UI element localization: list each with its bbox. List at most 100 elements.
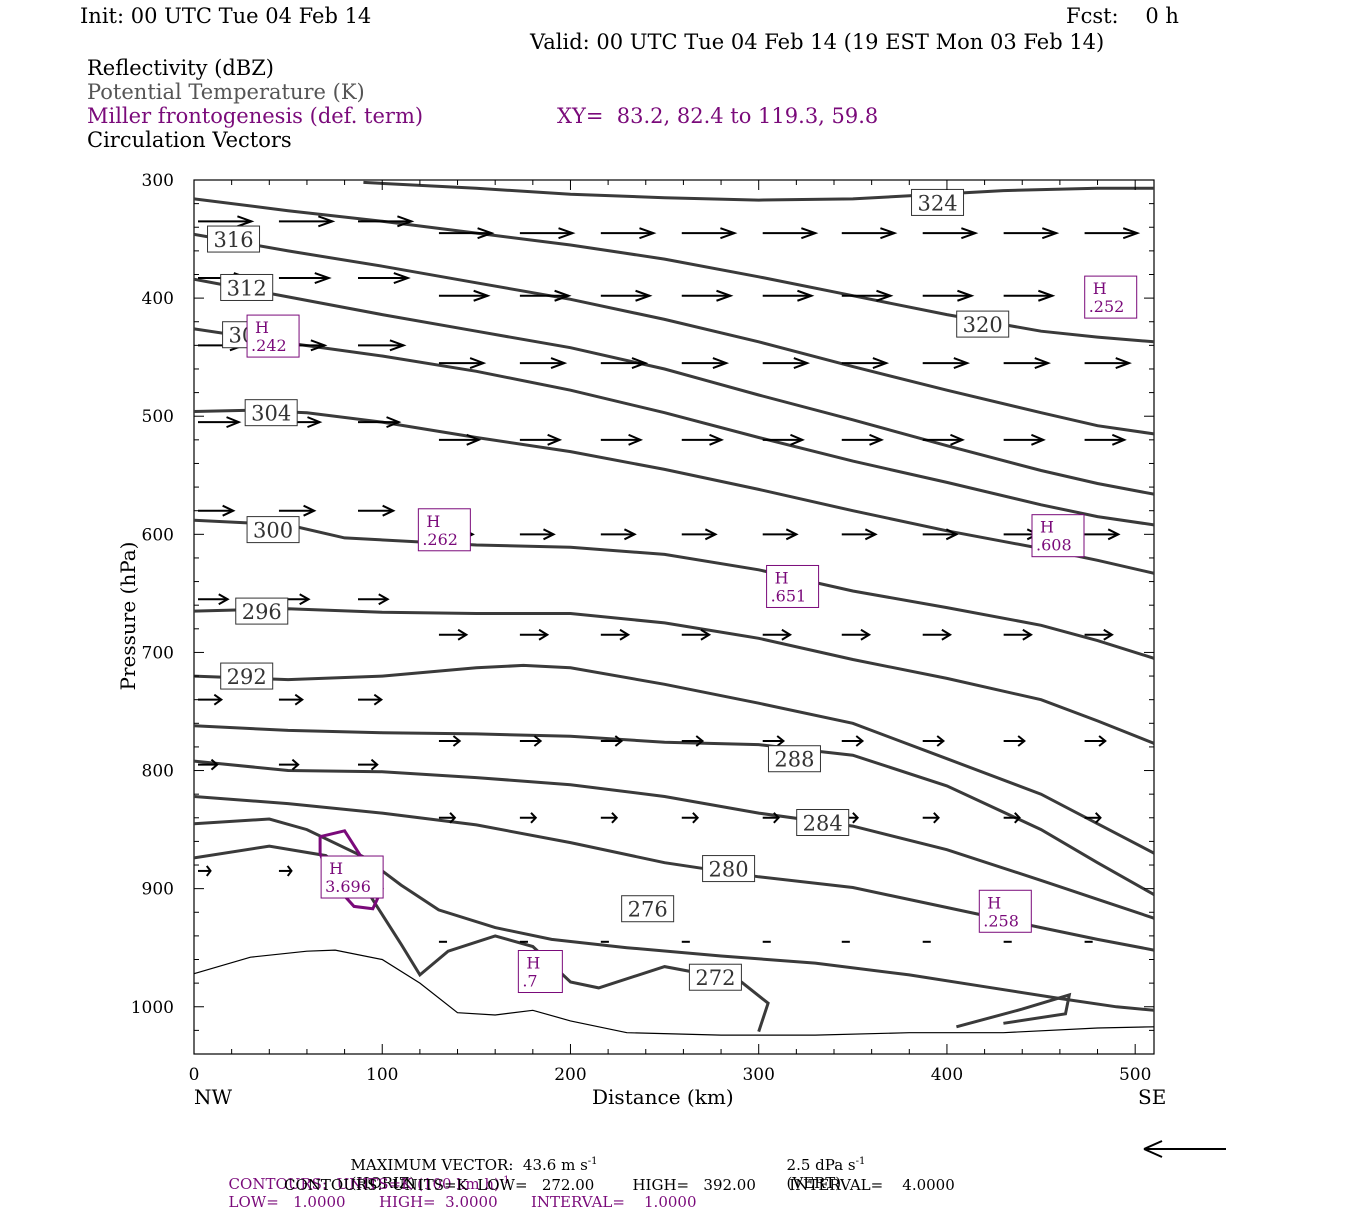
theta-label: 304: [251, 402, 291, 426]
circulation-vector: [922, 628, 953, 641]
circulation-vector: [1003, 735, 1026, 747]
theta-label: 312: [227, 276, 267, 300]
circulation-vector: [762, 289, 815, 302]
frontogenesis-contour-units: CONTOURS: UNITS=K (100 km h): [228, 1175, 500, 1193]
vector-head: [1094, 812, 1102, 824]
vector-head: [704, 528, 718, 541]
circulation-vector: [922, 528, 959, 541]
vector-head: [294, 693, 304, 706]
circulation-vector: [278, 272, 332, 284]
circulation-vector: [681, 528, 718, 541]
y-tick-label: 300: [142, 171, 174, 191]
frontogenesis-high-value: .242: [251, 336, 287, 355]
circulation-vector: [1084, 812, 1102, 824]
circulation-vector: [841, 357, 890, 370]
vector-head: [213, 693, 224, 706]
theta-label-box: [207, 225, 261, 253]
vector-head: [953, 357, 971, 370]
circulation-vector: [278, 693, 304, 706]
vector-head: [291, 758, 300, 771]
theta-label: 300: [253, 519, 293, 543]
vector-head: [550, 357, 568, 370]
vector-head: [773, 812, 780, 824]
circulation-vector: [438, 289, 491, 302]
circulation-vector: [198, 758, 219, 771]
frontogenesis-high-box: [978, 889, 1032, 933]
vector-head: [237, 215, 255, 228]
vector-head: [700, 628, 712, 641]
vector-head: [1014, 812, 1021, 824]
frontogenesis-high-box: [1031, 514, 1085, 558]
vector-head: [619, 628, 631, 641]
vector-head: [692, 812, 700, 824]
circulation-vector: [681, 735, 705, 747]
frontogenesis-high-box: [1084, 275, 1138, 319]
vector-head: [1111, 433, 1127, 446]
vector-head: [611, 812, 619, 824]
circulation-vector: [358, 272, 411, 284]
theta-contour-276: [194, 817, 1154, 1012]
x-axis-left-label: NW: [194, 1085, 233, 1109]
vector-head: [477, 227, 495, 240]
vector-head: [801, 227, 819, 240]
frontogenesis-high-letter: H: [775, 568, 789, 587]
circulation-vector: [519, 628, 550, 641]
theta-contour-284: [194, 759, 1154, 920]
vector-head: [473, 289, 491, 302]
theta-label: 288: [774, 748, 814, 772]
x-tick-label: 300: [742, 1065, 774, 1085]
frontogenesis-high-box: [517, 950, 563, 994]
theta-label-box: [220, 662, 274, 690]
circulation-vector: [438, 227, 495, 240]
max-vector-vert-sup: -1: [855, 1156, 866, 1167]
circulation-vector: [198, 693, 224, 706]
theta-label: 296: [242, 600, 282, 624]
vector-head: [1031, 433, 1046, 446]
circulation-vector: [1084, 433, 1127, 446]
theta-label: 280: [709, 858, 749, 882]
theta-label-box: [911, 188, 965, 216]
vector-head: [318, 215, 336, 228]
vector-head: [855, 735, 865, 747]
y-tick-label: 500: [142, 407, 174, 427]
vector-head: [303, 504, 317, 517]
vector-head: [635, 289, 653, 302]
vector-head: [310, 339, 328, 352]
vector-head: [386, 416, 402, 429]
circulation-vector: [519, 528, 556, 541]
vector-head: [1022, 628, 1033, 641]
vector-head: [797, 289, 815, 302]
x-axis-title: Distance (km): [592, 1085, 734, 1109]
vector-head: [869, 433, 885, 446]
frontogenesis-contour-range: LOW= 1.0000 HIGH= 3.0000 INTERVAL= 1.000…: [228, 1193, 697, 1211]
circulation-vector: [438, 812, 457, 824]
circulation-vector: [278, 758, 300, 771]
vector-head: [393, 272, 411, 284]
max-vector-sup: -1: [587, 1156, 598, 1167]
theta-label: 316: [213, 228, 253, 252]
vector-head: [1107, 528, 1121, 541]
vector-head: [469, 357, 487, 370]
vector-head: [785, 528, 799, 541]
vector-head: [538, 628, 550, 641]
vector-head: [614, 735, 624, 747]
theta-label: 276: [628, 898, 668, 922]
frontogenesis-high-value: .262: [422, 530, 458, 549]
x-tick-label: 0: [189, 1065, 200, 1085]
circulation-vector: [278, 504, 317, 517]
vector-head: [628, 433, 644, 446]
vector-head: [378, 593, 390, 606]
circulation-vector: [762, 433, 805, 446]
circulation-vector: [358, 693, 384, 706]
theta-contour-320: [194, 197, 1154, 344]
circulation-vector: [600, 289, 653, 302]
y-tick-label: 800: [142, 762, 174, 782]
circulation-vector: [681, 227, 738, 240]
vector-head: [793, 357, 811, 370]
theta-label-box: [235, 597, 289, 625]
circulation-vector: [922, 433, 965, 446]
vector-head: [872, 357, 890, 370]
plot-frame: [193, 179, 1155, 1055]
circulation-vector: [762, 227, 819, 240]
circulation-vector: [600, 528, 637, 541]
